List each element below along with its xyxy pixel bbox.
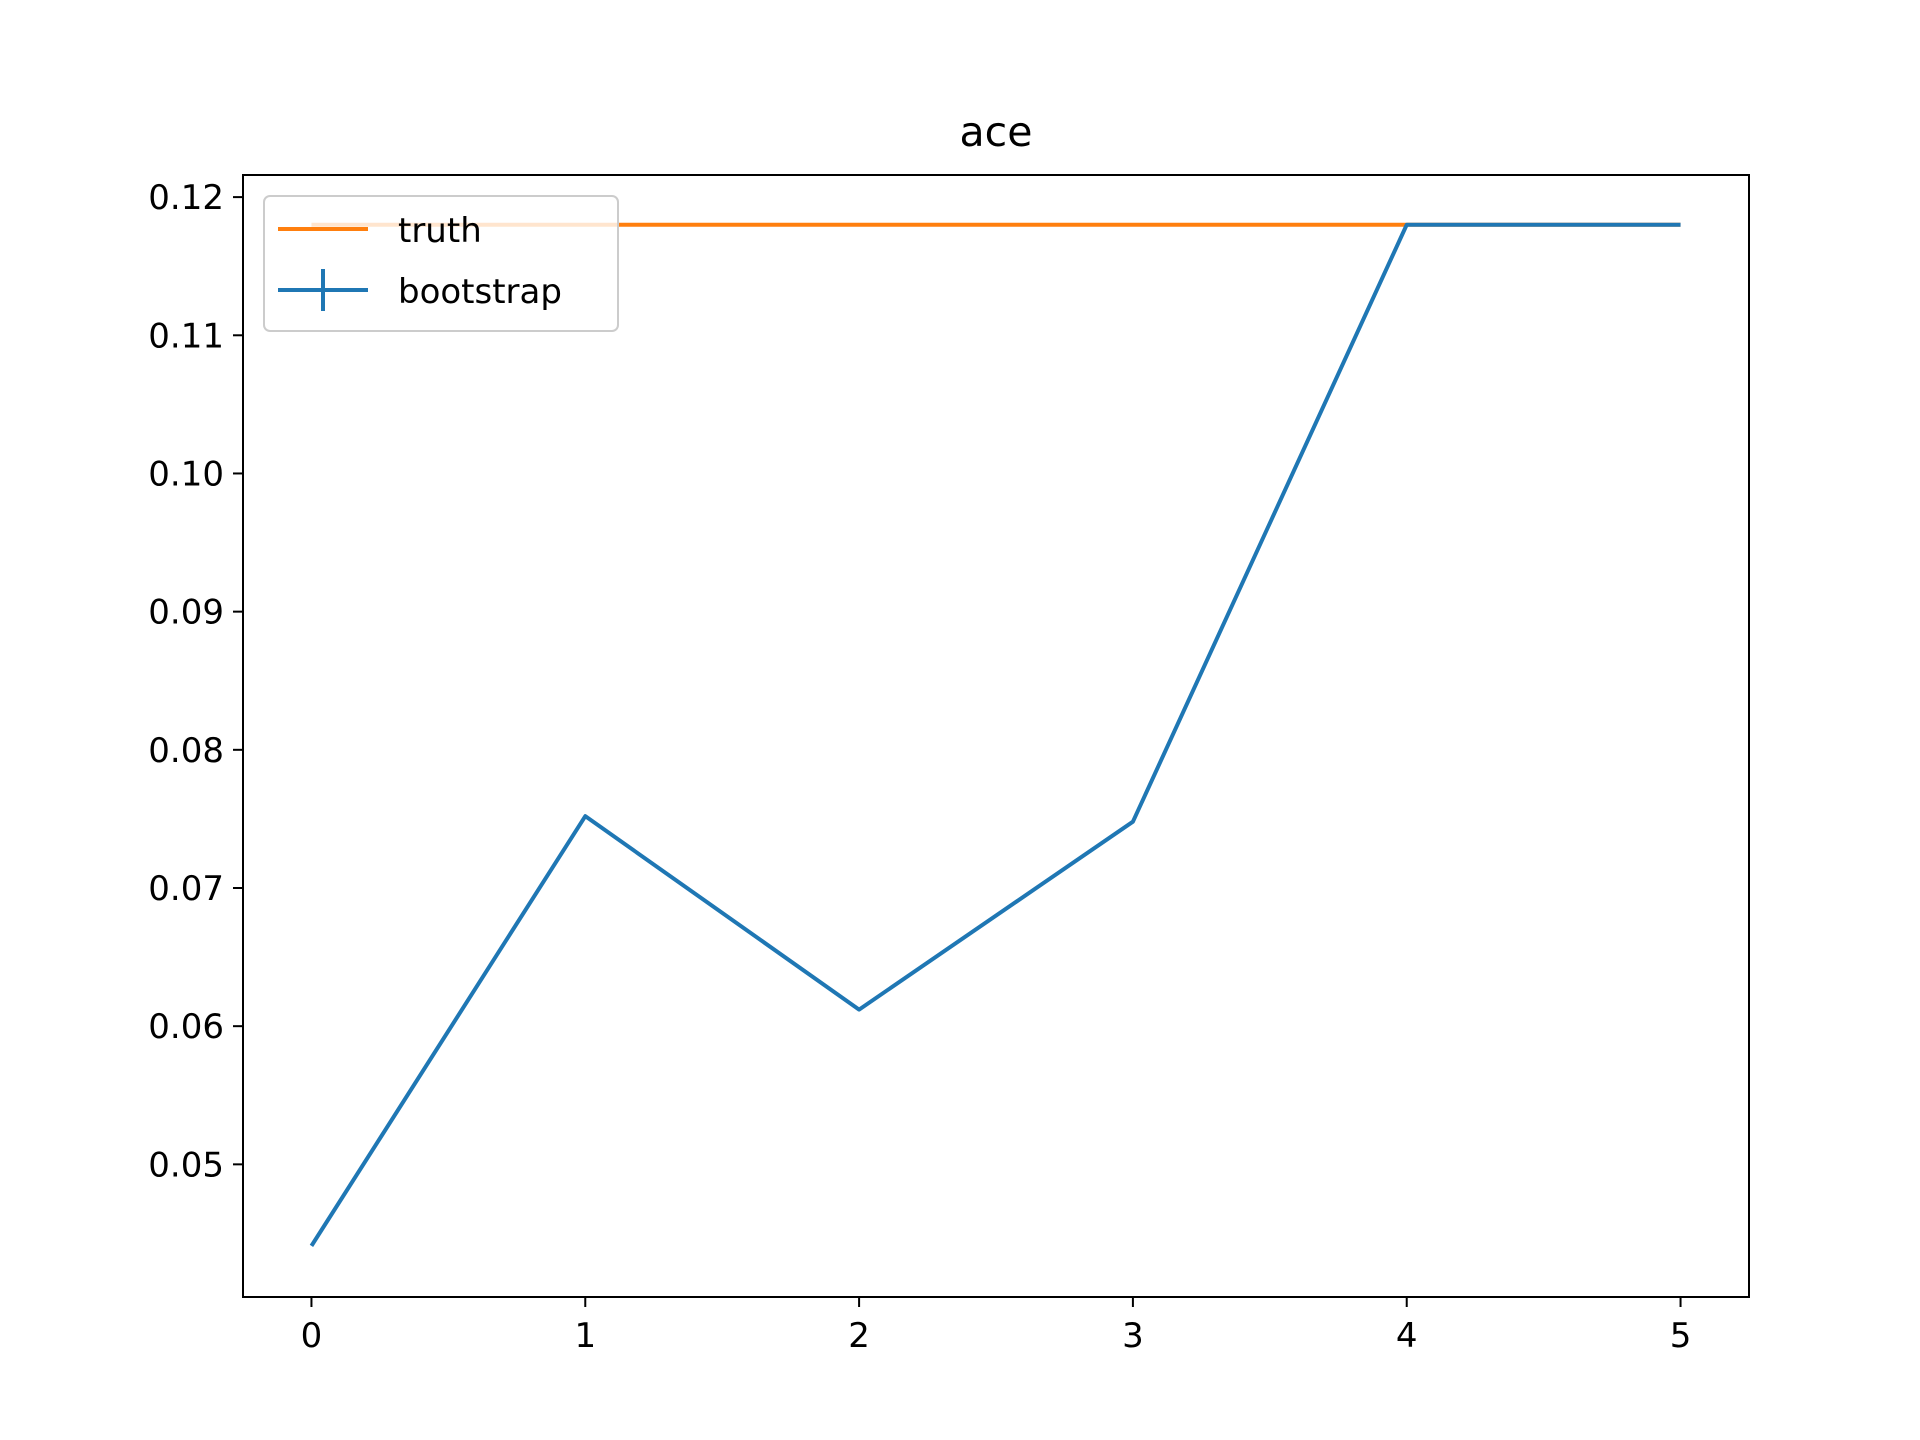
x-axis: 0 1 2 3 4 5 — [301, 1297, 1692, 1356]
x-tick-label: 2 — [848, 1316, 870, 1356]
legend-label-truth: truth — [398, 211, 482, 251]
y-tick-label: 0.09 — [148, 593, 224, 633]
y-tick-label: 0.06 — [148, 1007, 224, 1047]
series-line-bootstrap — [309, 222, 1681, 1247]
x-tick-label: 5 — [1670, 1316, 1692, 1356]
y-axis: 0.05 0.06 0.07 0.08 0.09 0.10 0.11 0.12 — [148, 178, 243, 1185]
legend: truth bootstrap — [263, 195, 619, 332]
y-tick-label: 0.12 — [148, 178, 224, 218]
y-tick-label: 0.11 — [148, 316, 224, 356]
x-tick-label: 4 — [1396, 1316, 1418, 1356]
chart-title: ace — [960, 108, 1033, 156]
x-tick-label: 1 — [574, 1316, 596, 1356]
y-tick-label: 0.05 — [148, 1145, 224, 1185]
legend-label-bootstrap: bootstrap — [398, 272, 562, 312]
plot-frame — [242, 174, 1750, 1298]
y-tick-label: 0.10 — [148, 454, 224, 494]
y-tick-label: 0.08 — [148, 731, 224, 771]
y-tick-label: 0.07 — [148, 869, 224, 909]
x-tick-label: 0 — [301, 1316, 323, 1356]
x-tick-label: 3 — [1122, 1316, 1144, 1356]
